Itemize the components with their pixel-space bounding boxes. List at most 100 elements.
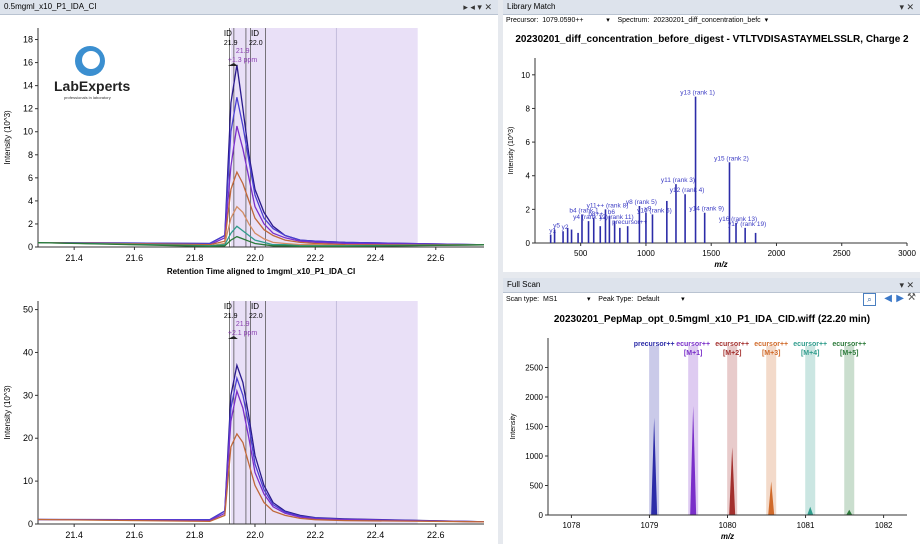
scan-type-dropdown[interactable]: MS1 — [541, 293, 586, 308]
isotope-label: precursor++ — [634, 341, 675, 348]
chromatogram-titlebar: 0.5mgml_x10_P1_IDA_CI — [0, 0, 498, 15]
peak-type-dropdown[interactable]: Default — [635, 293, 680, 308]
id-label: ID — [251, 302, 259, 311]
y-axis-label: Intensity — [510, 413, 517, 440]
library-peak-label: precursor++ — [612, 219, 647, 226]
full-scan-controls[interactable]: ▾ ✕ — [899, 280, 914, 290]
id-rt-label: 22.0 — [249, 40, 263, 47]
x-tick-label: 22.6 — [427, 253, 445, 263]
spectrum-label: Spectrum: — [617, 17, 650, 24]
isotope-peak — [768, 481, 775, 515]
window-controls[interactable]: ▸ ◂ ▾ ✕ — [463, 2, 492, 12]
x-tick-label: 22.0 — [246, 530, 264, 540]
chromatogram-trace-4 — [37, 432, 485, 523]
x-tick-label: 1078 — [563, 521, 581, 530]
isotope-label: ecursor++ — [793, 341, 827, 348]
library-peak-label: y12 (rank 4) — [670, 187, 705, 194]
id-rt-label: 22.0 — [249, 313, 263, 320]
previous-scan-icon[interactable]: ◀ — [884, 293, 892, 304]
chromatogram-trace-2 — [37, 97, 485, 246]
library-peak-label: b6 — [608, 209, 616, 216]
isotope-peak — [729, 447, 736, 515]
x-tick-label: 22.2 — [306, 253, 324, 263]
peak-marker-icon — [227, 336, 238, 339]
ppm-label: +1.3 ppm — [228, 57, 258, 64]
settings-wrench-icon[interactable]: ⚒ — [907, 292, 916, 303]
library-peak-label: y4 (rank 12) — [573, 214, 608, 221]
isotope-band — [766, 346, 777, 515]
y-tick-label: 8 — [526, 104, 531, 113]
x-tick-label: 21.4 — [65, 253, 83, 263]
isotope-peak — [690, 405, 697, 515]
library-match-controls[interactable]: ▾ ✕ — [899, 2, 914, 12]
id-rt-label: 21.9 — [224, 313, 238, 320]
full-scan-panel: Full Scan ▾ ✕ Scan type: MS1 ▾ Peak Type… — [503, 278, 920, 544]
full-scan-chart-title: 20230201_PepMap_opt_0.5mgml_x10_P1_IDA_C… — [554, 314, 870, 325]
panel-splitter-vertical[interactable] — [498, 0, 503, 544]
zoom-icon[interactable]: ⌕ — [863, 293, 876, 306]
isotope-sub-label: [M+2] — [723, 350, 741, 357]
peak-type-chevron-icon[interactable]: ▾ — [681, 296, 685, 303]
library-peak-label: b4 (rank 1 — [569, 207, 599, 214]
library-match-title: Library Match — [507, 2, 556, 11]
library-peak-label: b8++ — [588, 211, 603, 218]
full-scan-toolbar: Scan type: MS1 ▾ Peak Type: Default ▾ — [503, 293, 920, 308]
x-tick-label: 1000 — [637, 249, 655, 258]
y-tick-label: 20 — [23, 433, 33, 443]
chromatogram-trace-4 — [37, 170, 485, 246]
library-peak-label: y8 (rank 5) — [626, 199, 657, 206]
isotope-sub-label: [M+3] — [762, 350, 780, 357]
isotope-peak — [846, 509, 853, 515]
full-scan-chart[interactable]: 20230201_PepMap_opt_0.5mgml_x10_P1_IDA_C… — [503, 308, 920, 544]
bottom-chromatogram[interactable]: 0 10 20 30 40 50 21.4 21.6 21.8 22.0 22.2 22.4 22.6 I… — [0, 286, 498, 544]
peak-type-label: Peak Type: — [598, 296, 634, 303]
isotope-sub-label: [M+5] — [840, 350, 858, 357]
x-tick-label: 2000 — [768, 249, 786, 258]
y-tick-label: 0 — [526, 239, 531, 248]
x-tick-label: 1081 — [797, 521, 815, 530]
library-peak-label: y1 — [549, 228, 556, 235]
isotope-band — [727, 346, 738, 515]
library-match-toolbar: Precursor: 1079.0590++ ▾ Spectrum: 20230… — [503, 15, 920, 28]
peak-rt-label: 21.9 — [236, 321, 250, 328]
chromatogram-trace-3 — [37, 388, 485, 523]
x-axis-label: m/z — [721, 532, 734, 541]
isotope-sub-label: [M+1] — [684, 350, 702, 357]
id-label: ID — [251, 29, 259, 38]
chromatogram-title: 0.5mgml_x10_P1_IDA_CI — [4, 2, 97, 11]
precursor-dropdown[interactable]: 1079.0590++ — [540, 15, 605, 28]
x-axis-label: m/z — [714, 260, 727, 269]
isotope-band — [844, 346, 855, 515]
next-scan-icon[interactable]: ▶ — [896, 293, 904, 304]
y-tick-label: 6 — [526, 138, 531, 147]
top-chromatogram[interactable]: 0 2 4 6 8 10 12 14 16 18 21.4 21.6 21.8 22.0 22.2 22.4 2… — [0, 14, 498, 286]
spectrum-chevron-icon[interactable]: ▾ — [764, 17, 769, 24]
y-tick-label: 8 — [28, 150, 33, 160]
x-tick-label: 22.0 — [246, 253, 264, 263]
x-tick-label: 21.6 — [126, 530, 144, 540]
labexperts-logo-icon — [75, 46, 105, 76]
x-tick-label: 21.6 — [126, 253, 144, 263]
y-tick-label: 2 — [28, 219, 33, 229]
y-tick-label: 12 — [23, 104, 33, 114]
scan-type-chevron-icon[interactable]: ▾ — [586, 296, 591, 303]
full-scan-title: Full Scan — [507, 280, 541, 289]
isotope-peak — [651, 417, 658, 515]
y-tick-label: 10 — [23, 476, 33, 486]
library-match-panel: Library Match ▾ ✕ Precursor: 1079.0590++… — [503, 0, 920, 272]
precursor-label: Precursor: — [506, 17, 539, 24]
x-tick-label: 21.8 — [186, 253, 204, 263]
y-tick-label: 40 — [23, 347, 33, 357]
precursor-chevron-icon[interactable]: ▾ — [606, 17, 610, 24]
library-match-titlebar: Library Match — [503, 0, 920, 15]
panel-splitter-horizontal[interactable] — [503, 272, 920, 278]
library-peak-label: y17 (rank 19) — [728, 221, 766, 228]
library-spectrum-chart[interactable]: 20230201_diff_concentration_before_diges… — [503, 28, 920, 272]
peak-rt-label: 21.9 — [236, 48, 250, 55]
isotope-label: ecursor++ — [754, 341, 788, 348]
y-tick-label: 2500 — [525, 364, 543, 373]
library-chart-title: 20230201_diff_concentration_before_diges… — [515, 34, 909, 45]
y-tick-label: 30 — [23, 390, 33, 400]
spectrum-dropdown[interactable]: 20230201_diff_concentration_befc — [651, 15, 763, 28]
x-axis-label: Retention Time aligned to 1mgml_x10_P1_I… — [167, 267, 355, 276]
